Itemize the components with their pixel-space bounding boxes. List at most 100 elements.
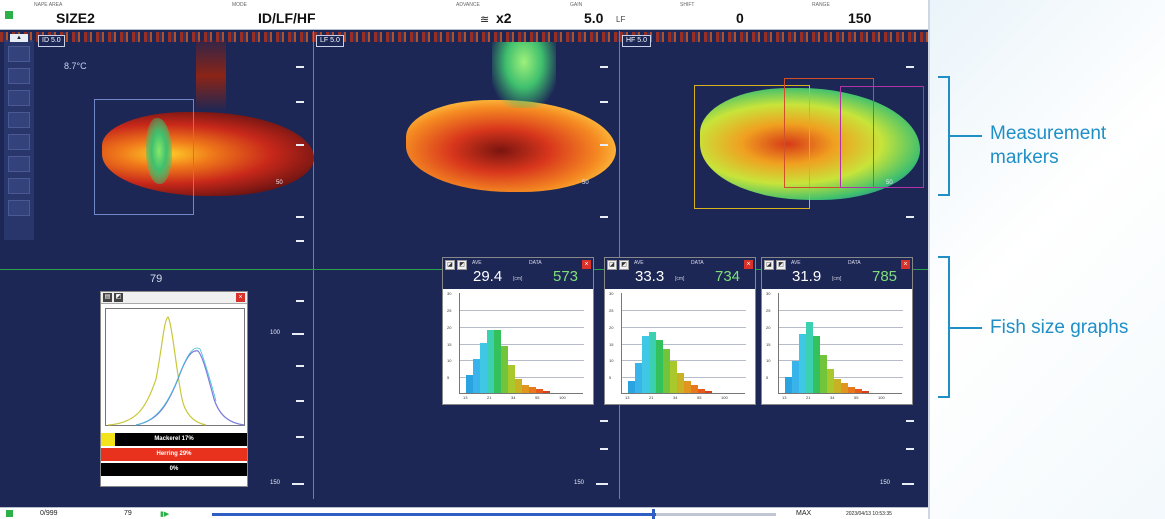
histogram-bar bbox=[855, 388, 862, 393]
histogram-bar bbox=[834, 378, 841, 393]
x-tick-label: 21 bbox=[649, 395, 654, 400]
graphs-callout: Fish size graphs bbox=[990, 317, 1129, 338]
histogram-bar bbox=[670, 360, 677, 393]
toolbar-toggle-icon[interactable]: ▲ bbox=[10, 34, 28, 42]
sonar-screen: NAPE AREA SIZE2 MODE ID/LF/HF ADVANCE ≊ … bbox=[0, 0, 930, 519]
history-slider-knob[interactable] bbox=[652, 509, 655, 519]
sample-count: 573 bbox=[553, 268, 579, 285]
histogram-bar bbox=[827, 368, 834, 393]
measurement-marker[interactable] bbox=[94, 99, 194, 215]
pane-tag: LF 5.0 bbox=[316, 35, 344, 47]
species-ratio-graph[interactable]: ▤ ◩ × Mackerel 17% Herring 29% 0% bbox=[100, 291, 248, 487]
histogram-bar bbox=[663, 348, 670, 393]
fish-school-plume bbox=[196, 40, 226, 112]
histogram-bar bbox=[628, 380, 635, 393]
histogram-bar bbox=[649, 332, 656, 393]
depth-tick bbox=[906, 216, 914, 218]
echogram-pane-id[interactable]: ID 5.0 8.7°C bbox=[0, 31, 314, 499]
grid-line bbox=[779, 377, 903, 379]
legend-herring: Herring 29% bbox=[101, 448, 247, 461]
history-slider-rest bbox=[656, 513, 776, 516]
sample-count: 734 bbox=[715, 268, 741, 285]
depth-label: 50 bbox=[582, 180, 589, 186]
y-tick-label: 30 bbox=[609, 291, 614, 296]
depth-tick bbox=[600, 66, 608, 68]
close-icon[interactable]: × bbox=[744, 260, 753, 269]
histogram-bar bbox=[691, 384, 698, 393]
toolbar-button[interactable] bbox=[8, 178, 30, 194]
markers-bracket bbox=[938, 76, 950, 196]
grid-line bbox=[460, 360, 584, 362]
fish-size-graph-3[interactable]: ◪ ◩ AVE DATA 31.9 [cm] 785 × 30 25 20 15 10 5 1… bbox=[761, 257, 913, 405]
histogram-bar bbox=[862, 390, 869, 393]
fish-graph-type-icon[interactable]: ◩ bbox=[457, 260, 467, 270]
temperature-readout: 8.7°C bbox=[64, 61, 87, 71]
depth-tick bbox=[600, 216, 608, 218]
depth-tick bbox=[296, 436, 304, 438]
sample-count: 785 bbox=[872, 268, 898, 285]
histogram-bar bbox=[480, 342, 487, 393]
graph-mode-icon[interactable]: ▤ bbox=[103, 293, 112, 302]
histogram-bar bbox=[820, 354, 827, 393]
toolbar-button[interactable] bbox=[8, 90, 30, 106]
play-icon[interactable]: ▮▶ bbox=[160, 511, 170, 518]
y-tick-label: 25 bbox=[609, 307, 614, 313]
history-slider-track[interactable] bbox=[212, 513, 772, 516]
sea-surface-echo bbox=[620, 32, 928, 42]
x-tick-label: 55 bbox=[697, 395, 702, 400]
measurement-marker[interactable] bbox=[840, 86, 924, 188]
measurement-marker[interactable] bbox=[694, 85, 810, 209]
size-unit: [cm] bbox=[675, 276, 685, 282]
fish-icon: ≊ bbox=[480, 14, 490, 26]
close-icon[interactable]: × bbox=[236, 293, 245, 302]
ave-caption: AVE bbox=[791, 260, 801, 266]
x-tick-label: 34 bbox=[673, 395, 678, 400]
y-tick-label: 15 bbox=[766, 341, 771, 347]
grid-line bbox=[779, 360, 903, 362]
cursor-depth-value: 79 bbox=[150, 273, 163, 285]
histogram-bar bbox=[677, 372, 684, 393]
fish-school-core bbox=[146, 118, 172, 184]
fish-school-plume bbox=[492, 42, 556, 108]
clock: 2023/04/13 10:53:35 bbox=[846, 511, 892, 517]
depth-tick bbox=[596, 483, 608, 485]
fish-graph-type-icon[interactable]: ◩ bbox=[776, 260, 786, 270]
close-icon[interactable]: × bbox=[901, 260, 910, 269]
toolbar-button[interactable] bbox=[8, 68, 30, 84]
fish-graph-mode-icon[interactable]: ◪ bbox=[764, 260, 774, 270]
toolbar-button[interactable] bbox=[8, 46, 30, 62]
fish-size-graph-2[interactable]: ◪ ◩ AVE DATA 33.3 [cm] 734 × 30 25 20 15 10 5 1… bbox=[604, 257, 756, 405]
x-tick-label: 100 bbox=[559, 395, 566, 400]
status-indicator-icon bbox=[5, 11, 13, 19]
fish-size-graph-1[interactable]: ◪ ◩ AVE DATA 29.4 [cm] 573 × 30 25 20 15 10 5 1… bbox=[442, 257, 594, 405]
toolbar-button[interactable] bbox=[8, 156, 30, 172]
echogram-pane-hf[interactable]: HF 5.0 bbox=[620, 31, 928, 499]
toolbar-button[interactable] bbox=[8, 112, 30, 128]
fish-graph-header: ◪ ◩ AVE DATA 31.9 [cm] 785 × bbox=[762, 258, 912, 289]
grid-line bbox=[622, 377, 746, 379]
x-tick-label: 55 bbox=[535, 395, 540, 400]
toolbar-button[interactable] bbox=[8, 200, 30, 216]
data-caption: DATA bbox=[691, 260, 704, 266]
fish-graph-type-icon[interactable]: ◩ bbox=[619, 260, 629, 270]
histogram-bar bbox=[501, 345, 508, 393]
histogram-bar bbox=[806, 322, 813, 393]
depth-tick bbox=[296, 66, 304, 68]
depth-tick bbox=[600, 144, 608, 146]
fish-graph-mode-icon[interactable]: ◪ bbox=[607, 260, 617, 270]
x-tick-label: 100 bbox=[721, 395, 728, 400]
depth-tick bbox=[906, 66, 914, 68]
y-tick-label: 20 bbox=[609, 324, 614, 330]
size-unit: [cm] bbox=[513, 276, 523, 282]
fish-graph-mode-icon[interactable]: ◪ bbox=[445, 260, 455, 270]
depth-tick bbox=[296, 365, 304, 367]
toolbar-button[interactable] bbox=[8, 134, 30, 150]
close-icon[interactable]: × bbox=[582, 260, 591, 269]
graph-type-icon[interactable]: ◩ bbox=[114, 293, 123, 302]
markers-callout: Measurement markers bbox=[990, 123, 1107, 168]
y-tick-label: 25 bbox=[447, 307, 452, 313]
measurement-marker[interactable] bbox=[784, 78, 874, 188]
grid-line bbox=[622, 309, 746, 311]
histogram-bar bbox=[508, 364, 515, 393]
header-bar: NAPE AREA SIZE2 MODE ID/LF/HF ADVANCE ≊ … bbox=[0, 0, 928, 30]
